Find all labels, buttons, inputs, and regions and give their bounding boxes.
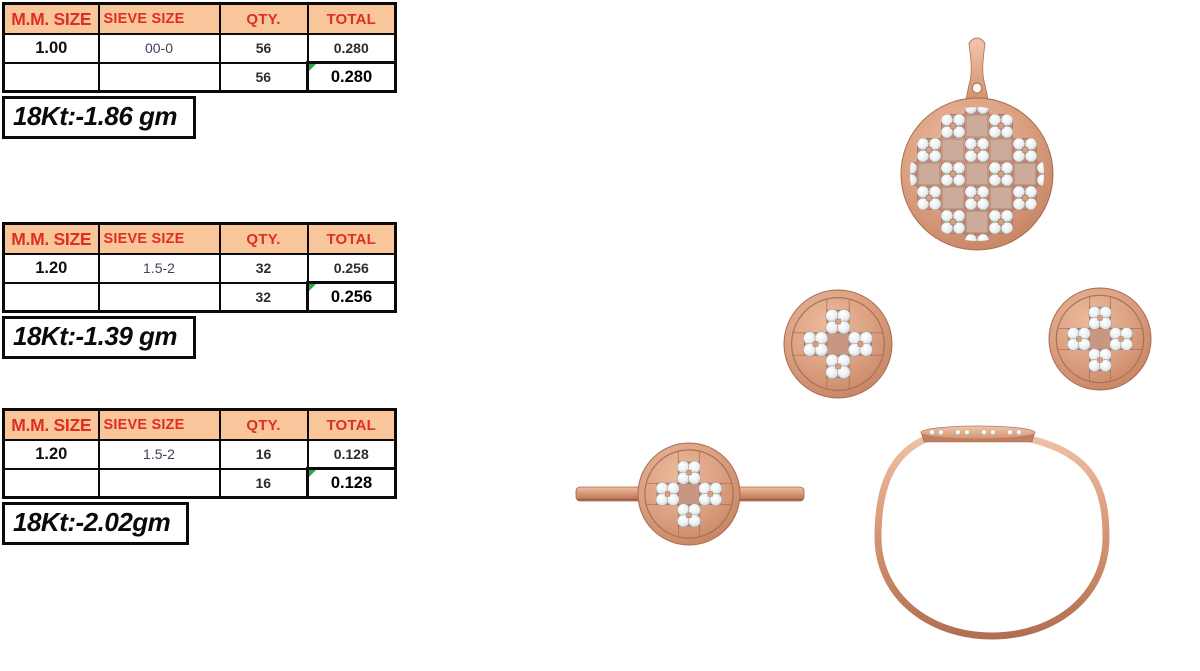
col-header-mm-size: M.M. SIZE bbox=[2, 222, 100, 255]
cell-sieve-size: 00-0 bbox=[97, 33, 221, 64]
stud-earring-left-render bbox=[783, 289, 893, 399]
cell-mm-size-empty bbox=[2, 281, 100, 313]
cell-total-sum: 0.280 bbox=[306, 61, 397, 93]
table-row: 1.20 1.5-2 16 0.128 bbox=[2, 439, 397, 470]
spec-block-pendant: M.M. SIZE SIEVE SIZE QTY. TOTAL 1.00 00-… bbox=[2, 2, 397, 139]
cell-mm-size-empty bbox=[2, 61, 100, 93]
table-row-total: 32 0.256 bbox=[2, 281, 397, 313]
cell-qty: 32 bbox=[218, 253, 309, 284]
cell-mm-size: 1.20 bbox=[2, 439, 100, 470]
gold-weight-label: 18Kt:-1.39 gm bbox=[2, 316, 196, 359]
cell-qty-sum: 56 bbox=[218, 61, 309, 93]
cell-qty: 56 bbox=[218, 33, 309, 64]
cell-qty: 16 bbox=[218, 439, 309, 470]
cell-sieve-size: 1.5-2 bbox=[97, 439, 221, 470]
ring-side-view-render bbox=[874, 425, 1110, 640]
col-header-sieve-size: SIEVE SIZE bbox=[97, 2, 221, 35]
gold-weight-label: 18Kt:-2.02gm bbox=[2, 502, 190, 545]
cell-qty-sum: 32 bbox=[218, 281, 309, 313]
svg-shared-gradients bbox=[0, 0, 2, 2]
cell-total: 0.280 bbox=[306, 33, 397, 64]
cell-sieve-size-empty bbox=[97, 281, 221, 313]
cell-mm-size-empty bbox=[2, 467, 100, 499]
table-row-total: 56 0.280 bbox=[2, 61, 397, 93]
col-header-total: TOTAL bbox=[306, 408, 397, 441]
cell-qty-sum: 16 bbox=[218, 467, 309, 499]
cell-mm-size: 1.00 bbox=[2, 33, 100, 64]
ring-front-view-render bbox=[575, 442, 805, 546]
cell-sieve-size-empty bbox=[97, 467, 221, 499]
col-header-qty: QTY. bbox=[218, 2, 309, 35]
stone-spec-table: M.M. SIZE SIEVE SIZE QTY. TOTAL 1.00 00-… bbox=[2, 2, 397, 93]
cell-total-sum: 0.256 bbox=[306, 281, 397, 313]
spec-block-earrings: M.M. SIZE SIEVE SIZE QTY. TOTAL 1.20 1.5… bbox=[2, 222, 397, 359]
gold-weight-label: 18Kt:-1.86 gm bbox=[2, 96, 196, 139]
col-header-mm-size: M.M. SIZE bbox=[2, 2, 100, 35]
table-row-total: 16 0.128 bbox=[2, 467, 397, 499]
cell-total: 0.256 bbox=[306, 253, 397, 284]
col-header-mm-size: M.M. SIZE bbox=[2, 408, 100, 441]
cell-total-sum: 0.128 bbox=[306, 467, 397, 499]
col-header-total: TOTAL bbox=[306, 2, 397, 35]
col-header-sieve-size: SIEVE SIZE bbox=[97, 408, 221, 441]
col-header-qty: QTY. bbox=[218, 222, 309, 255]
table-row: 1.20 1.5-2 32 0.256 bbox=[2, 253, 397, 284]
cell-sieve-size-empty bbox=[97, 61, 221, 93]
cell-total: 0.128 bbox=[306, 439, 397, 470]
stone-spec-table: M.M. SIZE SIEVE SIZE QTY. TOTAL 1.20 1.5… bbox=[2, 222, 397, 313]
cell-mm-size: 1.20 bbox=[2, 253, 100, 284]
stud-earring-right-render bbox=[1048, 287, 1152, 391]
pendant-render bbox=[900, 37, 1054, 251]
cell-sieve-size: 1.5-2 bbox=[97, 253, 221, 284]
stone-spec-table: M.M. SIZE SIEVE SIZE QTY. TOTAL 1.20 1.5… bbox=[2, 408, 397, 499]
col-header-total: TOTAL bbox=[306, 222, 397, 255]
spec-block-ring: M.M. SIZE SIEVE SIZE QTY. TOTAL 1.20 1.5… bbox=[2, 408, 397, 545]
col-header-sieve-size: SIEVE SIZE bbox=[97, 222, 221, 255]
table-row: 1.00 00-0 56 0.280 bbox=[2, 33, 397, 64]
col-header-qty: QTY. bbox=[218, 408, 309, 441]
